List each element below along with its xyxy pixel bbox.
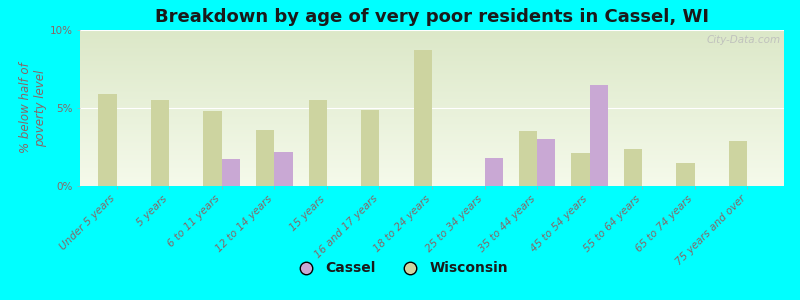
Bar bbox=[151, 100, 170, 186]
Bar bbox=[571, 153, 590, 186]
Bar bbox=[485, 158, 503, 186]
Bar bbox=[518, 131, 537, 186]
Bar bbox=[98, 94, 117, 186]
Bar bbox=[729, 141, 747, 186]
Bar bbox=[537, 139, 555, 186]
Bar bbox=[222, 160, 240, 186]
Y-axis label: % below half of
poverty level: % below half of poverty level bbox=[18, 63, 46, 153]
Bar bbox=[414, 50, 432, 186]
Bar bbox=[590, 85, 608, 186]
Bar bbox=[203, 111, 222, 186]
Bar bbox=[624, 148, 642, 186]
Bar bbox=[361, 110, 379, 186]
Bar bbox=[309, 100, 327, 186]
Bar bbox=[274, 152, 293, 186]
Title: Breakdown by age of very poor residents in Cassel, WI: Breakdown by age of very poor residents … bbox=[155, 8, 709, 26]
Bar bbox=[256, 130, 274, 186]
Legend: Cassel, Wisconsin: Cassel, Wisconsin bbox=[286, 256, 514, 281]
Bar bbox=[676, 163, 694, 186]
Text: City-Data.com: City-Data.com bbox=[706, 35, 781, 45]
